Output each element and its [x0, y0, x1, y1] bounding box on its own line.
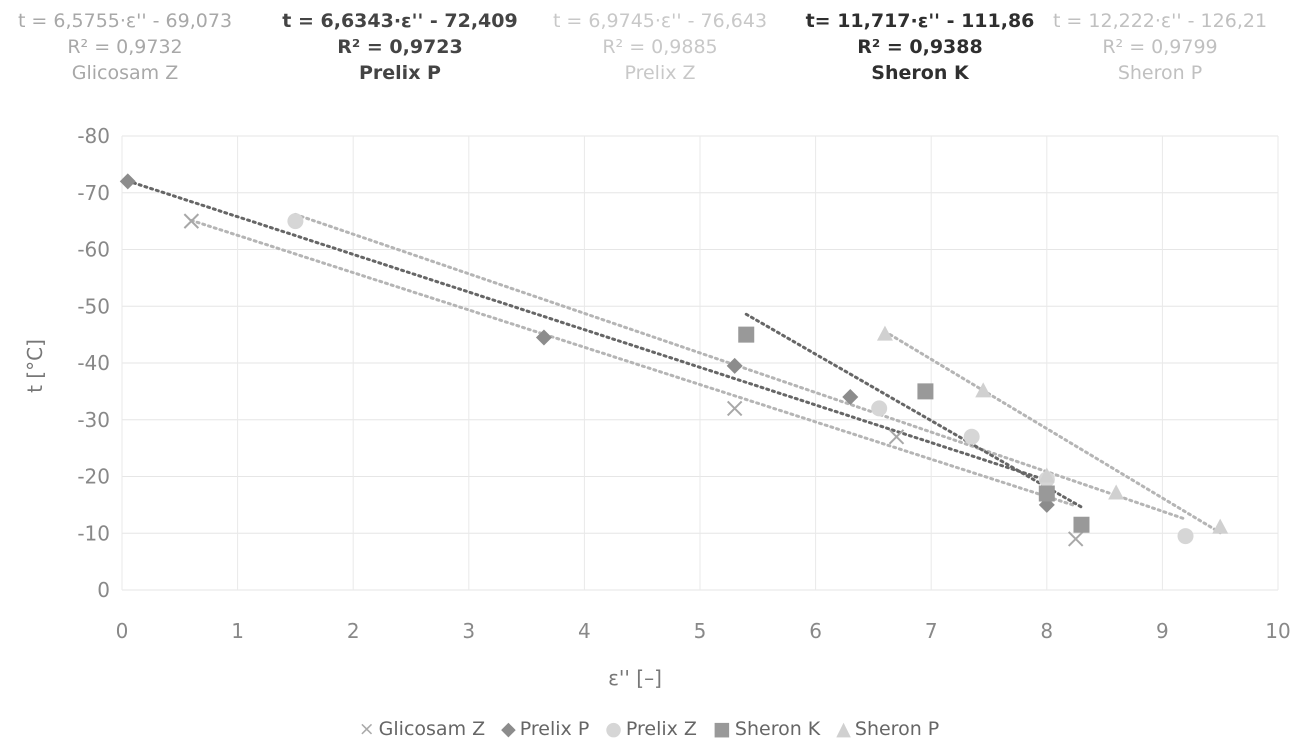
trendline-sheron-p [883, 330, 1222, 535]
x-tick-label: 10 [1265, 619, 1290, 643]
legend: × Glicosam Z ◆ Prelix P ● Prelix Z ■ Sheron K ▲ S… [0, 718, 1298, 740]
legend-marker-icon: × [358, 718, 375, 740]
trendline-equation-prelix-p: t = 6,6343·ε'' - 72,409 R² = 0,9723 Prelix… [265, 8, 535, 86]
trendlines [126, 179, 1222, 535]
data-points [119, 173, 1229, 547]
x-tick-label: 4 [578, 619, 591, 643]
x-tick-label: 8 [1040, 619, 1053, 643]
r-squared-text: R² = 0,9732 [67, 36, 183, 58]
legend-item-prelix-z: ● Prelix Z [605, 718, 697, 740]
point-sheron-k [738, 326, 755, 343]
legend-marker-icon: ◆ [501, 718, 516, 740]
legend-label: Sheron K [734, 718, 821, 740]
legend-item-sheron-p: ▲ Sheron P [836, 718, 939, 740]
y-tick-label: -50 [77, 294, 110, 318]
trendline-glicosam-z [189, 218, 1078, 508]
point-prelix-p [842, 389, 859, 406]
point-sheron-p [876, 325, 893, 341]
x-axis-label: ε'' [–] [608, 666, 662, 690]
legend-label: Sheron P [854, 718, 940, 740]
y-tick-label: -40 [77, 351, 110, 375]
series-name-text: Glicosam Z [71, 62, 179, 84]
legend-item-prelix-p: ◆ Prelix P [501, 718, 589, 740]
point-glicosam-z [888, 429, 905, 445]
r-squared-text: R² = 0,9885 [602, 36, 718, 58]
point-sheron-p [1108, 484, 1125, 500]
series-name-text: Sheron P [1117, 62, 1203, 84]
point-sheron-p [975, 382, 992, 398]
equation-text: t = 6,6343·ε'' - 72,409 [282, 10, 518, 32]
point-prelix-p [119, 173, 136, 190]
y-tick-label: -60 [77, 238, 110, 262]
y-tick-label: 0 [97, 578, 110, 602]
point-prelix-z [871, 400, 888, 417]
point-glicosam-z [1067, 531, 1084, 547]
point-glicosam-z [726, 400, 743, 417]
trendline-prelix-p [126, 179, 1049, 482]
y-tick-label: -10 [77, 521, 110, 545]
trendline-sheron-k [744, 312, 1083, 509]
trendline-equation-prelix-z: t = 6,9745·ε'' - 76,643 R² = 0,9885 Prelix… [525, 8, 795, 86]
x-tick-label: 3 [462, 619, 475, 643]
point-prelix-z [963, 428, 980, 445]
legend-label: Prelix P [519, 718, 590, 740]
x-tick-label: 7 [925, 619, 938, 643]
x-tick-label: 1 [231, 619, 244, 643]
y-tick-label: -30 [77, 408, 110, 432]
series-name-text: Prelix P [358, 62, 441, 84]
trendline-equation-glicosam-z: t = 6,5755·ε'' - 69,073 R² = 0,9732 Glicos… [0, 8, 260, 86]
r-squared-text: R² = 0,9723 [337, 36, 463, 58]
equation-text: t = 12,222·ε'' - 126,21 [1052, 10, 1268, 32]
legend-marker-icon: ■ [712, 718, 731, 740]
series-name-text: Prelix Z [624, 62, 696, 84]
x-tick-label: 5 [694, 619, 707, 643]
point-glicosam-z [183, 213, 200, 229]
point-sheron-k [1038, 485, 1055, 502]
point-sheron-p [1212, 518, 1229, 534]
r-squared-text: R² = 0,9388 [857, 36, 983, 58]
point-sheron-k [917, 383, 934, 400]
equation-text: t = 6,5755·ε'' - 69,073 [17, 10, 233, 32]
legend-item-sheron-k: ■ Sheron K [713, 718, 820, 740]
x-tick-label: 2 [347, 619, 360, 643]
r-squared-text: R² = 0,9799 [1102, 36, 1218, 58]
y-tick-label: -20 [77, 465, 110, 489]
legend-label: Prelix Z [625, 718, 697, 740]
y-tick-label: -70 [77, 181, 110, 205]
trendline-equation-sheron-k: t= 11,717·ε'' - 111,86 R² = 0,9388 Sheron … [785, 8, 1055, 86]
grid-lines [121, 135, 1279, 591]
equation-text: t= 11,717·ε'' - 111,86 [805, 10, 1035, 32]
x-tick-label: 9 [1156, 619, 1169, 643]
point-prelix-z [1177, 528, 1194, 545]
point-sheron-p [1038, 467, 1055, 483]
y-axis-label: t [°C] [23, 339, 47, 393]
series-name-text: Sheron K [871, 62, 969, 84]
point-prelix-z [287, 213, 304, 230]
legend-label: Glicosam Z [378, 718, 486, 740]
x-tick-label: 0 [116, 619, 129, 643]
legend-marker-icon: ● [605, 718, 622, 740]
point-prelix-p [535, 329, 552, 346]
equation-text: t = 6,9745·ε'' - 76,643 [552, 10, 768, 32]
point-sheron-k [1073, 516, 1090, 533]
legend-marker-icon: ▲ [836, 718, 851, 740]
legend-item-glicosam-z: × Glicosam Z [359, 718, 485, 740]
tick-labels: 0 1 2 3 4 5 6 7 8 9 10 0 -10 -20 -30 -40 -50 -60 -70 -80 [77, 124, 1290, 643]
y-tick-label: -80 [77, 124, 110, 148]
point-prelix-p [726, 357, 743, 374]
x-tick-label: 6 [809, 619, 822, 643]
trendline-equation-sheron-p: t = 12,222·ε'' - 126,21 R² = 0,9799 Sheron… [1025, 8, 1295, 86]
